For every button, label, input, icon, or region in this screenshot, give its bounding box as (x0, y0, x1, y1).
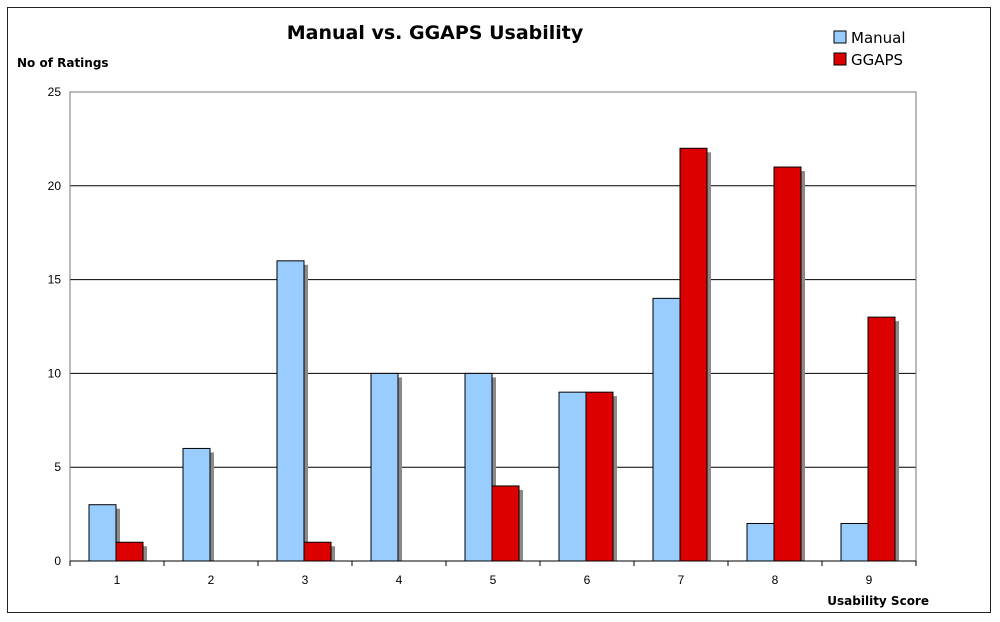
bar-manual (464, 372, 493, 562)
y-tick-label: 20 (48, 179, 62, 193)
bar-manual (276, 260, 305, 562)
x-tick-label: 6 (584, 573, 591, 587)
bar-ggaps (303, 541, 332, 562)
bar-manual (370, 372, 399, 562)
legend-swatch-ggaps (833, 52, 847, 66)
x-tick-label: 2 (208, 573, 215, 587)
bar-manual (182, 447, 211, 562)
chart-title: Manual vs. GGAPS Usability (287, 22, 584, 44)
x-tick-label: 5 (490, 573, 497, 587)
bar-ggaps (585, 391, 614, 562)
x-tick-label: 7 (678, 573, 685, 587)
legend: Manual GGAPS (833, 29, 906, 69)
x-tick-label: 1 (114, 573, 121, 587)
bar-ggaps (491, 485, 520, 562)
y-tick-label: 10 (48, 366, 62, 380)
bar-ggaps (115, 541, 144, 562)
x-tick-label: 3 (302, 573, 309, 587)
y-tick-label: 25 (48, 85, 62, 99)
legend-label-manual: Manual (851, 29, 906, 47)
bar-ggaps (773, 166, 802, 562)
bar-ggaps (679, 147, 708, 562)
bar-ggaps (867, 316, 896, 562)
bar-manual (840, 522, 869, 562)
x-tick-label: 4 (396, 573, 403, 587)
y-axis-label: No of Ratings (17, 56, 109, 70)
y-tick-label: 0 (54, 554, 61, 568)
plot-area: 0 5 10 15 20 25 1 2 3 4 5 6 7 8 9 (48, 85, 917, 587)
x-tick-label: 8 (772, 573, 779, 587)
y-tick-label: 15 (48, 273, 62, 287)
bar-manual (652, 297, 681, 562)
y-tick-label: 5 (54, 460, 61, 474)
x-tick-label: 9 (866, 573, 873, 587)
x-axis-label: Usability Score (827, 594, 929, 608)
bar-manual (558, 391, 587, 562)
bar-manual (746, 522, 775, 562)
legend-label-ggaps: GGAPS (851, 51, 903, 69)
bar-manual (88, 504, 117, 562)
legend-swatch-manual (833, 30, 847, 44)
